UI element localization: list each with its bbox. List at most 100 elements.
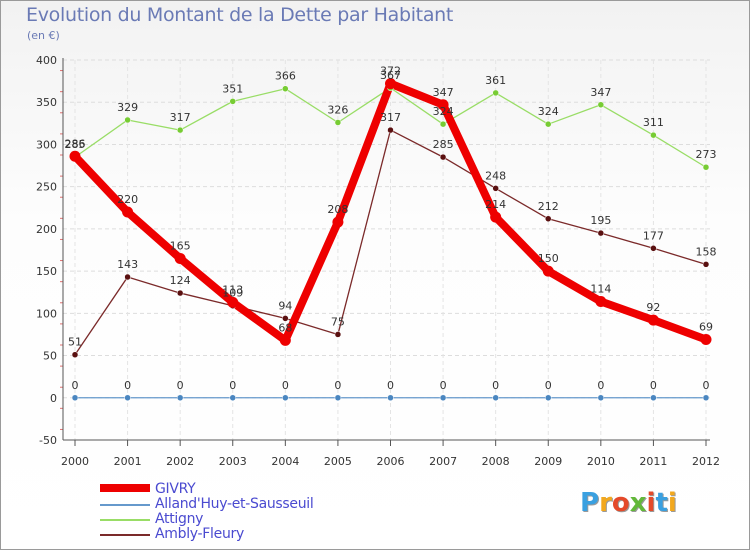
data-label: 285: [433, 138, 454, 151]
data-point-givry: [174, 252, 186, 264]
data-point-alland-huy-et-sausseuil: [176, 394, 184, 402]
y-tick-label: 250: [36, 181, 57, 194]
logo-letter: o: [611, 488, 630, 518]
logo-letter: r: [599, 488, 612, 518]
data-point-attigny: [229, 98, 236, 105]
data-label: 317: [170, 111, 191, 124]
data-label: 329: [117, 101, 138, 114]
data-point-attigny: [492, 89, 499, 97]
data-label: 0: [334, 379, 341, 392]
data-label: 220: [117, 193, 138, 206]
y-tick-label: 200: [36, 223, 57, 236]
data-point-attigny: [702, 163, 710, 171]
data-point-alland-huy-et-sausseuil: [545, 394, 552, 402]
data-point-givry: [385, 78, 396, 90]
data-label: 347: [590, 86, 611, 99]
data-label: 0: [229, 379, 236, 392]
data-label: 366: [275, 70, 296, 83]
data-label: 317: [380, 111, 401, 124]
data-point-givry: [122, 206, 134, 218]
x-tick-label: 2010: [587, 455, 615, 468]
data-label: 0: [703, 379, 710, 392]
data-point-ambly-fleury: [176, 289, 184, 297]
y-tick-label: 300: [36, 138, 57, 151]
x-tick-label: 2007: [429, 455, 457, 468]
data-label: 0: [124, 379, 131, 392]
x-tick-label: 2005: [324, 455, 352, 468]
data-point-attigny: [282, 85, 289, 92]
data-point-givry: [69, 150, 81, 162]
x-tick-label: 2002: [166, 455, 194, 468]
data-label: 0: [440, 379, 447, 392]
data-point-ambly-fleury: [439, 153, 447, 161]
data-label: 372: [380, 65, 401, 78]
data-label: 51: [68, 336, 82, 349]
data-label: 0: [492, 379, 499, 392]
data-label: 94: [278, 299, 292, 312]
data-point-givry: [227, 296, 239, 308]
logo-letter: i: [667, 488, 677, 518]
logo-letter: t: [655, 488, 668, 518]
data-point-attigny: [545, 120, 552, 128]
x-tick-label: 2006: [377, 455, 405, 468]
data-point-ambly-fleury: [597, 229, 605, 237]
data-label: 285: [65, 138, 86, 151]
legend-item-attigny: Attigny: [100, 511, 360, 529]
x-tick-label: 2004: [271, 455, 299, 468]
logo-letter: i: [646, 488, 656, 518]
data-point-alland-huy-et-sausseuil: [282, 394, 289, 402]
data-point-alland-huy-et-sausseuil: [650, 394, 657, 402]
data-point-givry: [332, 216, 344, 228]
data-point-ambly-fleury: [124, 273, 131, 281]
legend-swatch: [100, 484, 150, 492]
x-tick-label: 2003: [219, 455, 247, 468]
data-label: 208: [327, 203, 348, 216]
data-label: 286: [65, 137, 86, 150]
legend-item-alland-huy: Alland'Huy-et-Sausseuil: [100, 496, 360, 514]
data-label: 165: [170, 239, 191, 252]
data-point-alland-huy-et-sausseuil: [334, 394, 342, 402]
data-label: 109: [222, 287, 243, 300]
data-label: 0: [545, 379, 552, 392]
data-label: 361: [485, 74, 506, 87]
y-tick-label: 0: [50, 392, 57, 405]
legend-label: Alland'Huy-et-Sausseuil: [155, 496, 314, 512]
data-label: 0: [387, 379, 394, 392]
legend-swatch: [100, 519, 150, 521]
chart-subtitle: (en €): [27, 29, 60, 42]
data-label: 0: [72, 379, 79, 392]
data-point-alland-huy-et-sausseuil: [387, 394, 394, 402]
data-label: 177: [643, 229, 664, 242]
data-point-alland-huy-et-sausseuil: [71, 394, 79, 402]
data-point-givry: [279, 334, 291, 346]
data-label: 143: [117, 258, 138, 271]
y-tick-label: 400: [36, 54, 57, 67]
data-label: 351: [222, 82, 243, 95]
data-point-ambly-fleury: [282, 315, 289, 322]
data-label: 0: [177, 379, 184, 392]
chart-title: Evolution du Montant de la Dette par Hab…: [26, 4, 454, 26]
data-label: 150: [538, 252, 559, 265]
data-point-attigny: [176, 126, 184, 134]
data-point-givry: [700, 334, 712, 346]
data-label: 326: [327, 103, 348, 116]
data-point-givry: [437, 99, 449, 111]
x-tick-label: 2001: [114, 455, 142, 468]
data-point-alland-huy-et-sausseuil: [124, 394, 131, 402]
data-label: 347: [433, 86, 454, 99]
data-point-attigny: [650, 131, 657, 139]
data-label: 124: [170, 274, 191, 287]
data-point-alland-huy-et-sausseuil: [702, 394, 710, 402]
data-label: 114: [590, 283, 611, 296]
data-label: 212: [538, 200, 559, 213]
data-point-alland-huy-et-sausseuil: [492, 394, 499, 402]
y-tick-label: 350: [36, 96, 57, 109]
data-label: 0: [282, 379, 289, 392]
data-label: 367: [380, 69, 401, 82]
data-point-givry: [595, 296, 607, 308]
data-point-attigny: [334, 119, 342, 126]
data-point-givry: [542, 265, 554, 277]
data-label: 0: [597, 379, 604, 392]
data-label: 158: [696, 245, 717, 258]
